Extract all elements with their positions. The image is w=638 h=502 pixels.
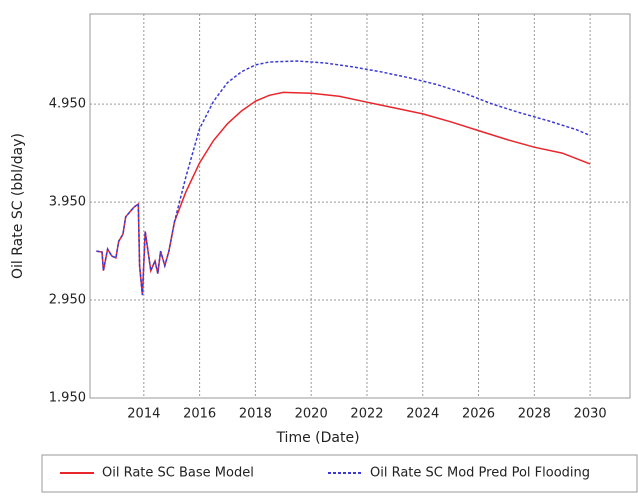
x-tick-label: 2022	[350, 407, 383, 422]
legend-label: Oil Rate SC Mod Pred Pol Flooding	[370, 466, 590, 481]
x-tick-label: 2028	[518, 407, 551, 422]
x-tick-label: 2026	[462, 407, 495, 422]
legend-box	[41, 454, 638, 493]
x-tick-label: 2020	[295, 407, 328, 422]
y-tick-label: 4.950	[49, 97, 86, 112]
y-axis-label: Oil Rate SC (bbl/day)	[10, 133, 26, 279]
x-tick-label: 2016	[183, 407, 216, 422]
series-line	[96, 60, 591, 296]
y-tick-label: 3.950	[49, 195, 86, 210]
x-axis-label: Time (Date)	[275, 430, 359, 446]
x-tick-label: 2030	[574, 407, 607, 422]
series-line	[96, 91, 591, 296]
y-tick-label: 1.950	[49, 391, 86, 406]
y-tick-label: 2.950	[49, 293, 86, 308]
x-tick-label: 2024	[406, 407, 439, 422]
plot-frame	[89, 13, 631, 399]
x-tick-label: 2018	[239, 407, 272, 422]
legend-label: Oil Rate SC Base Model	[102, 466, 254, 481]
x-tick-label: 2014	[127, 407, 160, 422]
